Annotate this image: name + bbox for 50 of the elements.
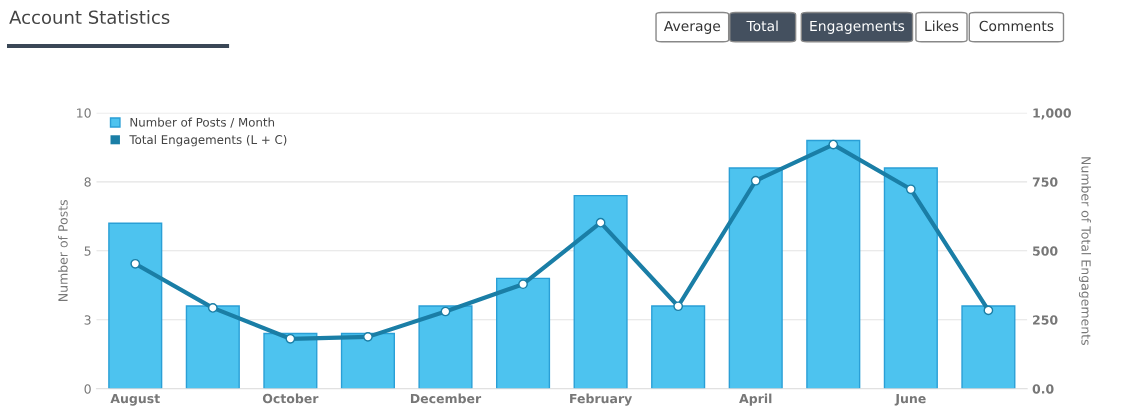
legend-label: Total Engagements (L + C)	[129, 134, 287, 147]
text: Average	[663, 20, 721, 34]
bar	[495, 277, 551, 389]
y-tick-label: 8	[84, 177, 91, 187]
y2-tick-label: 250	[1033, 315, 1058, 325]
y2-tick-label: 750	[1032, 177, 1058, 187]
y2-tick-label: 500	[1033, 246, 1058, 256]
legend-label: Number of Posts / Month	[130, 117, 275, 128]
y-tick-label: 10	[77, 108, 91, 118]
y2-tick-label: 0.0	[1032, 384, 1054, 394]
text: Engagements	[810, 20, 905, 34]
bar	[418, 305, 473, 389]
text: Comments	[979, 20, 1054, 32]
y-tick-label: 5	[84, 246, 91, 256]
x-tick-label: June	[894, 393, 926, 406]
point	[983, 305, 994, 316]
point	[207, 303, 218, 313]
point	[440, 306, 451, 317]
point	[828, 139, 839, 150]
bar	[185, 305, 240, 389]
bar	[806, 139, 861, 389]
bar	[961, 305, 1016, 389]
y2-axis-title: Number of Total Engagements	[1078, 157, 1092, 345]
y2-tick-label: 1,000	[1033, 108, 1071, 120]
x-tick-label: December	[410, 393, 482, 404]
point	[130, 258, 141, 269]
x-tick-label: October	[262, 393, 319, 404]
text: Likes	[925, 20, 959, 32]
point	[363, 332, 373, 342]
bar	[263, 332, 318, 389]
bar	[340, 332, 395, 389]
point	[750, 175, 761, 186]
point	[285, 333, 296, 344]
y-tick-label: 3	[84, 315, 91, 325]
point	[673, 301, 684, 312]
bar	[651, 305, 706, 389]
x-tick-label: February	[570, 393, 633, 406]
y-tick-label: 0	[84, 384, 91, 394]
bar	[108, 222, 163, 389]
y-axis-title: Number of Posts	[58, 199, 68, 302]
point	[518, 279, 528, 290]
point	[905, 184, 916, 195]
chart-title: Account Statistics	[9, 10, 170, 25]
x-tick-label: April	[739, 393, 772, 406]
point	[595, 217, 606, 228]
x-tick-label: August	[110, 393, 160, 406]
text: Total	[746, 20, 778, 32]
bar	[883, 167, 938, 389]
bar	[573, 194, 628, 389]
bar	[728, 167, 783, 389]
